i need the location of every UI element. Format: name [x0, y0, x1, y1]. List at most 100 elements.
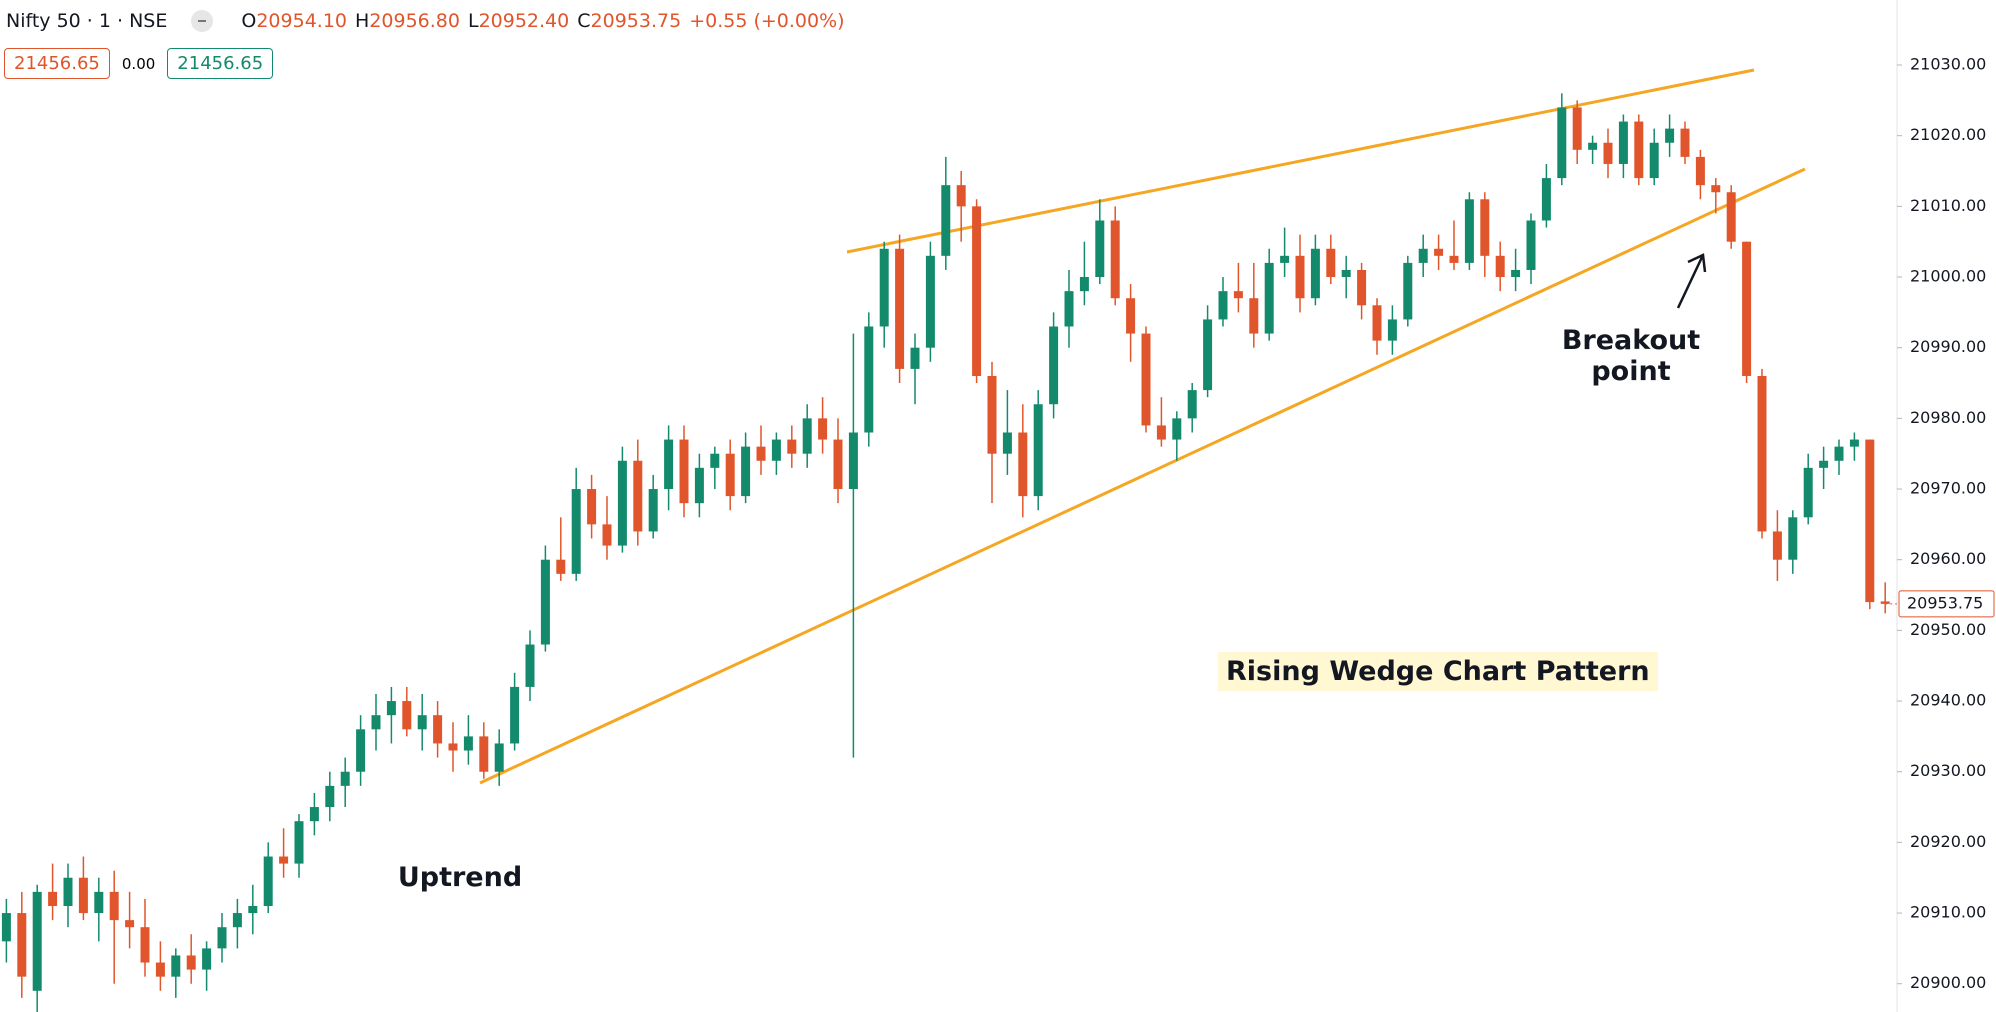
last-price-tag — [1898, 590, 1995, 618]
candle-body — [1264, 262, 1274, 334]
candle-body — [1326, 248, 1336, 278]
candle-body — [818, 418, 828, 440]
candle-body — [1865, 439, 1875, 603]
candle-body — [987, 375, 997, 454]
value: 20956.80 — [369, 10, 460, 32]
candle-body — [895, 248, 905, 369]
candle-body — [386, 701, 396, 716]
candle-body — [263, 856, 273, 906]
candle-body — [1095, 220, 1105, 278]
candle-body — [1249, 298, 1259, 334]
candle-body — [571, 489, 581, 574]
toggle-icon[interactable] — [191, 10, 214, 32]
candle-body — [864, 326, 874, 433]
candle-body — [1295, 255, 1305, 299]
candle-body — [1418, 248, 1428, 263]
candle-body — [556, 559, 566, 574]
candle-body — [448, 743, 458, 751]
candle-body — [925, 255, 935, 348]
candle-body — [1803, 467, 1813, 518]
y-tick-label: 20990.00 — [1910, 337, 1986, 356]
candle-body — [679, 439, 689, 504]
candle-body — [1434, 248, 1444, 256]
y-tick-label: 21020.00 — [1910, 125, 1986, 144]
candle-body — [1341, 269, 1351, 278]
annotation: Uptrend — [397, 862, 523, 893]
candle-body — [956, 185, 966, 207]
last-price-label: 20953.75 — [1907, 593, 1983, 612]
candle-body — [417, 715, 427, 730]
candle-body — [1726, 192, 1736, 242]
candle-body — [494, 743, 504, 772]
candle-body — [1618, 121, 1628, 164]
candle-body — [1603, 142, 1613, 164]
candle-body — [1280, 255, 1290, 263]
candle-body — [463, 736, 473, 751]
symbol: Nifty 50 · 1 · NSE — [6, 10, 168, 32]
candle-body — [602, 524, 612, 546]
y-tick-label: 20950.00 — [1910, 620, 1986, 639]
y-tick-label: 20960.00 — [1910, 549, 1986, 568]
candle-body — [648, 489, 658, 532]
candle-body — [848, 432, 858, 490]
candle-body — [787, 439, 797, 454]
candle-body — [1049, 326, 1059, 405]
candle-body — [402, 701, 412, 730]
candle-body — [1110, 220, 1120, 299]
candle-body — [356, 729, 366, 772]
candle-body — [510, 686, 520, 744]
candle-body — [1511, 269, 1521, 278]
y-tick-label: 20930.00 — [1910, 761, 1986, 780]
candle-body — [941, 185, 951, 256]
candle-body — [633, 460, 643, 532]
candle-body — [371, 715, 381, 730]
candle-body — [664, 439, 674, 490]
upper-trendline — [846, 68, 1755, 254]
candle-body — [587, 489, 597, 525]
candle-body — [1387, 319, 1397, 341]
spread: 0.00 — [121, 54, 156, 73]
candle-body — [617, 460, 627, 546]
y-tick-label: 20940.00 — [1910, 691, 1986, 710]
change: +0.55 (+0.00%) — [689, 10, 845, 32]
candle-body — [1372, 305, 1382, 341]
y-tick-label: 20970.00 — [1910, 479, 1986, 498]
candle-body — [1695, 156, 1705, 186]
value: 20953.75 — [590, 10, 682, 32]
candle-body — [1649, 142, 1659, 179]
candle-body — [1495, 255, 1505, 278]
candle-body — [694, 467, 704, 504]
candle-body — [802, 418, 812, 454]
y-tick-label: 20900.00 — [1910, 973, 1986, 992]
candle-body — [125, 920, 135, 928]
candle-body — [1665, 128, 1675, 143]
candle-body — [972, 206, 982, 376]
candle-body — [771, 439, 781, 461]
candle-body — [1634, 121, 1644, 179]
candle-body — [294, 821, 304, 864]
candle-body — [109, 891, 119, 921]
candle-body — [1172, 418, 1182, 440]
buy-button[interactable]: 21456.65 — [167, 48, 274, 79]
candle-body — [756, 446, 766, 461]
label: O — [241, 10, 257, 32]
candle-body — [1772, 531, 1782, 560]
candle-body — [1572, 107, 1582, 150]
candle-body — [479, 736, 489, 772]
candle-body — [1880, 601, 1890, 604]
candle-body — [1218, 291, 1228, 320]
candle-body — [1403, 262, 1413, 320]
candle-body — [17, 913, 27, 977]
candle-body — [433, 715, 443, 744]
sell-button[interactable]: 21456.65 — [4, 48, 110, 79]
y-tick-label: 21000.00 — [1910, 267, 1986, 286]
candle-body — [1526, 220, 1536, 270]
candle-body — [710, 453, 720, 468]
candle-body — [1033, 404, 1043, 497]
legend-header: Nifty 50 · 1 · NSE O 20954.10 H 20956.80 L… — [6, 10, 853, 32]
candle-body — [1557, 107, 1567, 179]
candle-body — [340, 771, 350, 786]
candle-body — [1834, 446, 1844, 461]
candle-body — [325, 785, 335, 808]
